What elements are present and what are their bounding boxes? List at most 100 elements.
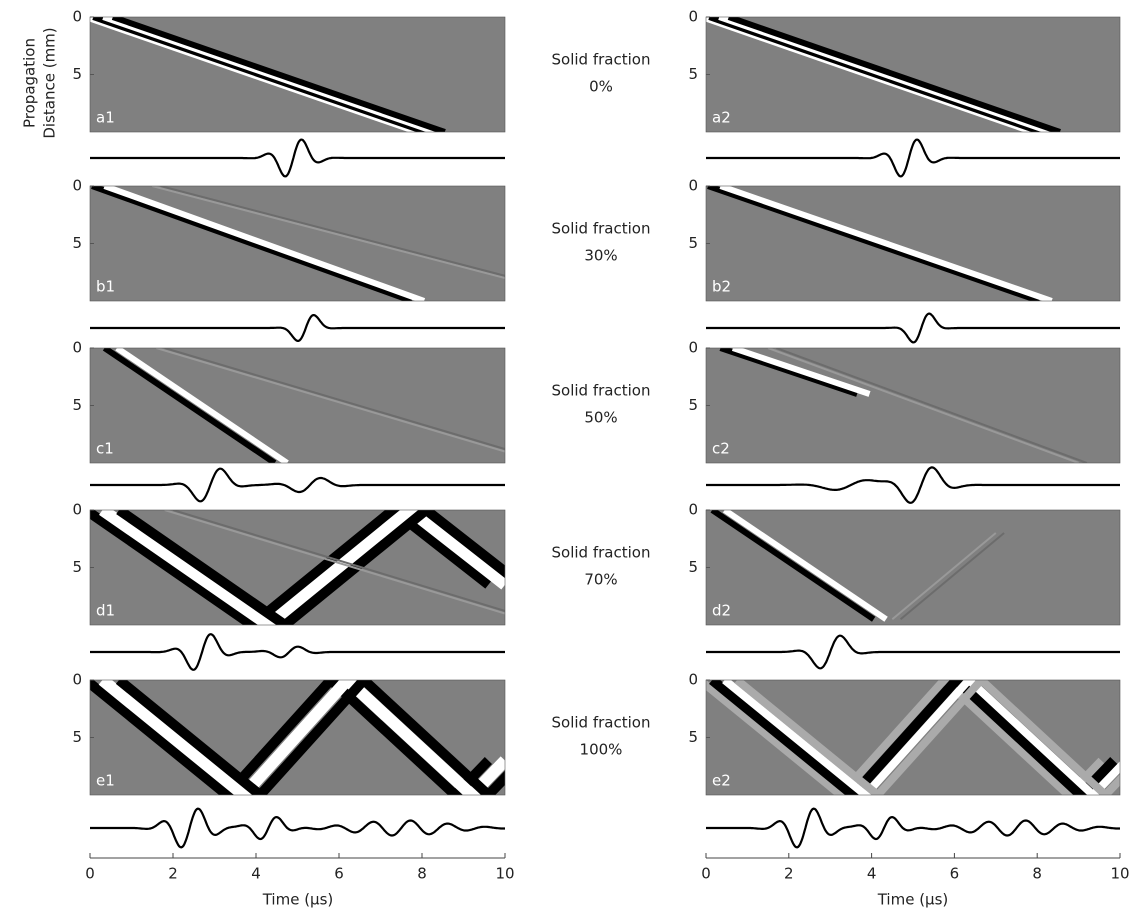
wavefront: [727, 17, 1061, 132]
panel-label: b1: [96, 278, 115, 296]
y-tick-label: 5: [688, 396, 698, 414]
wavefront: [156, 348, 505, 453]
wavefront: [164, 348, 505, 451]
panel-label: c2: [712, 440, 730, 458]
panel-image: [90, 680, 505, 795]
x-tick-label: 0: [85, 865, 95, 883]
panel-label: e1: [96, 772, 115, 790]
y-tick-label: 0: [688, 501, 698, 519]
wavefront: [164, 510, 505, 615]
wavefront: [99, 510, 505, 625]
y-tick-label: 0: [688, 8, 698, 26]
wavefront: [731, 348, 871, 397]
x-tick-label: 2: [168, 865, 178, 883]
wavefront: [710, 510, 876, 622]
y-tick-label: 0: [72, 177, 82, 195]
wavefront: [722, 510, 888, 622]
y-tick-label: 5: [72, 65, 82, 83]
caption: Solid fraction: [552, 220, 651, 238]
wavefront: [718, 17, 1052, 132]
wavefront: [707, 186, 1041, 301]
x-tick-label: 4: [867, 865, 877, 883]
y-tick-label: 5: [72, 396, 82, 414]
panel-image: [706, 17, 1120, 132]
x-tick-label: 0: [701, 865, 711, 883]
caption: Solid fraction: [552, 544, 651, 562]
waveform: [706, 634, 1120, 670]
wavefront: [891, 532, 997, 621]
y-tick-label: 0: [72, 501, 82, 519]
y-tick-label: 0: [688, 671, 698, 689]
panel-label: a1: [96, 109, 115, 127]
wavefront: [734, 680, 1120, 795]
panel-image: [90, 348, 505, 463]
wavefront: [102, 348, 277, 463]
wavefront: [722, 680, 1120, 795]
panel-label: e2: [712, 772, 731, 790]
wavefront: [91, 186, 413, 301]
caption: 0%: [589, 78, 613, 96]
caption: Solid fraction: [552, 51, 651, 69]
wavefront: [111, 17, 446, 132]
y-tick-label: 5: [72, 558, 82, 576]
waveform: [706, 138, 1120, 178]
waveform: [90, 807, 505, 849]
wavefront: [115, 680, 505, 795]
waveform: [90, 633, 505, 671]
panel-label: b2: [712, 278, 731, 296]
wavefront: [115, 348, 289, 463]
x-tick-label: 8: [417, 865, 427, 883]
x-tick-label: 10: [1110, 865, 1129, 883]
waveform: [706, 466, 1120, 504]
x-label: Time (µs): [262, 891, 334, 909]
caption: 70%: [584, 571, 617, 589]
wavefront: [719, 348, 859, 397]
panel-image: [706, 680, 1120, 795]
waveform: [90, 467, 505, 503]
caption: 100%: [580, 741, 623, 759]
wavefront: [776, 348, 1088, 463]
wavefront: [90, 510, 492, 625]
wavefront: [172, 510, 505, 613]
wavefront: [160, 186, 505, 277]
panel-image: [706, 186, 1120, 301]
panel-label: c1: [96, 440, 114, 458]
x-tick-label: 8: [1032, 865, 1042, 883]
y-tick-label: 5: [688, 558, 698, 576]
y-tick-label: 0: [72, 339, 82, 357]
y-tick-label: 5: [72, 728, 82, 746]
x-tick-label: 6: [334, 865, 344, 883]
y-tick-label: 5: [72, 234, 82, 252]
y-tick-label: 5: [688, 234, 698, 252]
panel-image: [90, 186, 505, 301]
waveform: [90, 314, 505, 342]
wavefront: [708, 17, 1042, 132]
y-tick-label: 5: [688, 65, 698, 83]
panel-image: [90, 510, 505, 625]
panel-image: [706, 348, 1120, 463]
panel-label: d2: [712, 602, 731, 620]
wavefront: [151, 186, 505, 279]
panel-bg: [90, 348, 505, 463]
wavefront: [899, 532, 1005, 621]
wavefront: [103, 186, 426, 301]
wavefront: [90, 17, 417, 132]
panel-label: d1: [96, 602, 115, 620]
caption: 50%: [584, 409, 617, 427]
wavefront: [92, 17, 427, 132]
wavefront: [719, 186, 1053, 301]
y-tick-label: 0: [688, 339, 698, 357]
wavefront: [102, 17, 437, 132]
caption: Solid fraction: [552, 382, 651, 400]
panel-label: a2: [712, 109, 731, 127]
y-label: Propagation: [21, 38, 39, 128]
x-tick-label: 6: [950, 865, 960, 883]
waveform: [706, 312, 1120, 344]
panel-image: [90, 17, 505, 132]
caption: Solid fraction: [552, 714, 651, 732]
y-tick-label: 0: [72, 671, 82, 689]
panel-image: [706, 510, 1120, 625]
waveform: [706, 807, 1120, 849]
y-tick-label: 0: [72, 8, 82, 26]
waveform: [90, 138, 505, 178]
